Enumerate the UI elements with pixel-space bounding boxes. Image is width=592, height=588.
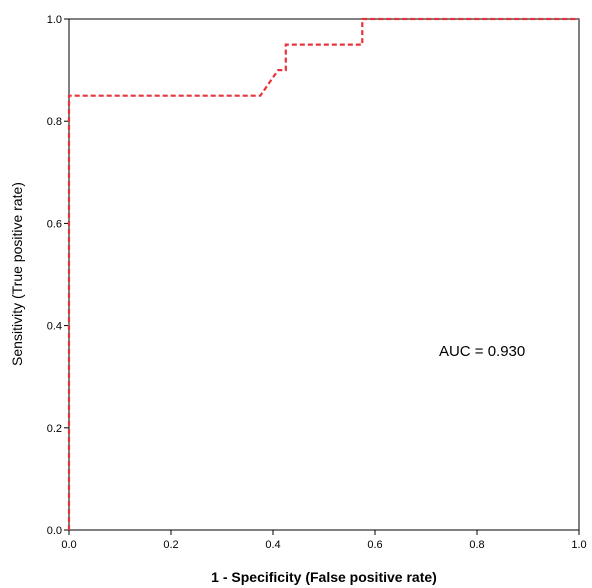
axis-ticks: 0.0 0.2 0.4 0.6 0.8 1.0 0.0 0.2 0.4 0.6 0.8 1.0 [47, 14, 587, 551]
y-tick-label: 0.0 [47, 525, 62, 537]
y-tick-label: 0.2 [47, 423, 62, 435]
x-tick-label: 0.8 [469, 539, 484, 551]
roc-curve-line [67, 17, 579, 530]
x-axis-title: 1 - Specificity (False positive rate) [211, 569, 437, 585]
series-layer [67, 17, 579, 530]
x-tick-label: 0.6 [367, 539, 382, 551]
x-tick-label: 0.4 [265, 539, 280, 551]
x-tick-label: 0.0 [61, 539, 76, 551]
x-tick-label: 1.0 [571, 539, 586, 551]
plot-area [68, 18, 580, 531]
y-tick-label: 0.6 [47, 218, 62, 230]
x-tick-label: 0.2 [163, 539, 178, 551]
y-tick-label: 0.4 [47, 321, 62, 333]
y-axis-title: Sensitivity (True positive rate) [9, 182, 25, 366]
y-tick-label: 0.8 [47, 116, 62, 128]
y-tick-label: 1.0 [47, 14, 62, 26]
auc-annotation: AUC = 0.930 [439, 343, 525, 360]
